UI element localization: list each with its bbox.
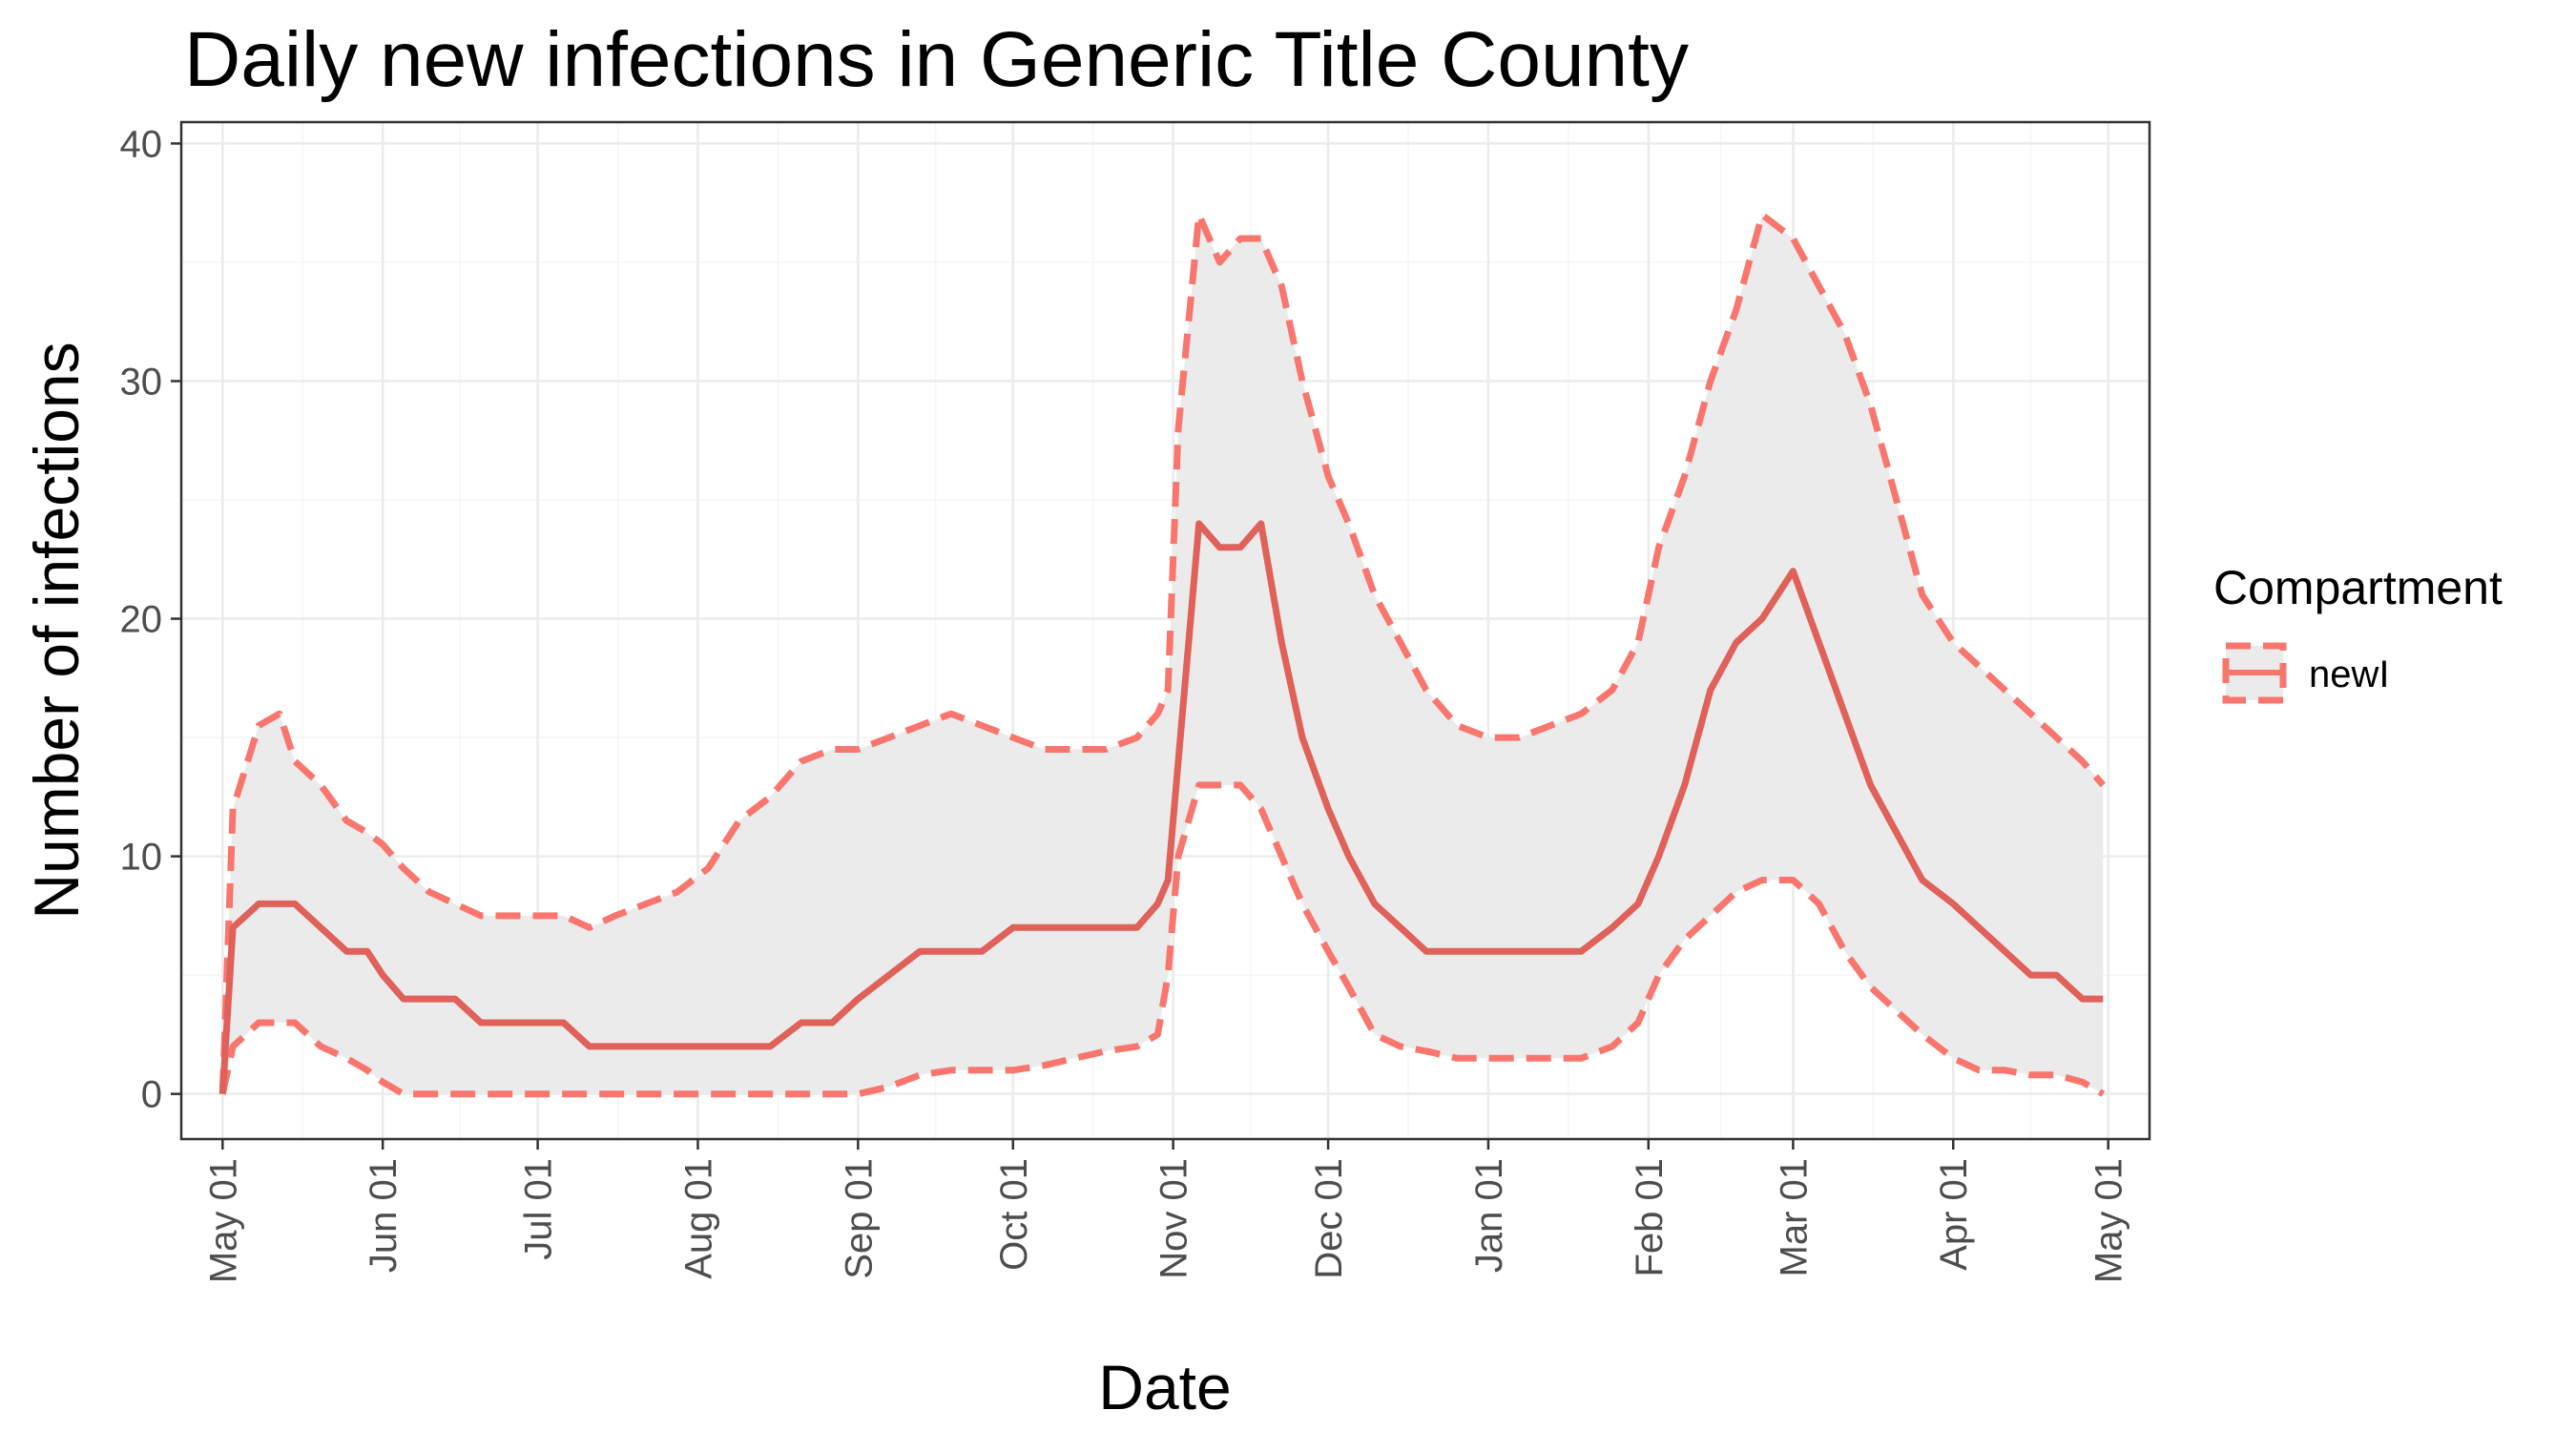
legend-title: Compartment — [2213, 561, 2503, 614]
x-tick-label: Jan 01 — [1468, 1158, 1510, 1273]
x-tick-label: May 01 — [202, 1158, 244, 1283]
tick-labels: May 01 Jun 01 Jul 01 Aug 01 Sep 01 Oct 01 Nov … — [120, 123, 2130, 1283]
legend: Compartment newI — [2213, 561, 2503, 704]
x-tick-label: Oct 01 — [993, 1158, 1035, 1271]
y-tick-label: 0 — [141, 1074, 162, 1116]
panel-border — [179, 120, 2151, 1141]
series-upper-line-newI — [218, 211, 2106, 1094]
x-tick-label: Jul 01 — [518, 1158, 560, 1260]
x-tick-label: Nov 01 — [1153, 1158, 1195, 1279]
x-tick-label: Sep 01 — [838, 1158, 880, 1279]
y-tick-label: 10 — [120, 837, 163, 879]
x-tick-label: Mar 01 — [1773, 1158, 1815, 1277]
x-tick-label: Feb 01 — [1629, 1158, 1671, 1277]
ribbon-newI — [222, 215, 2104, 1094]
series-lower-line-newI — [218, 781, 2106, 1098]
x-tick-label: Dec 01 — [1308, 1158, 1350, 1279]
x-axis-title: Date — [1098, 1352, 1231, 1422]
x-tick-label: Apr 01 — [1933, 1158, 1975, 1271]
y-tick-label: 20 — [120, 599, 163, 641]
x-tick-label: Aug 01 — [677, 1158, 719, 1279]
series-median-line-newI — [218, 520, 2104, 1094]
y-tick-label: 40 — [120, 123, 163, 165]
x-tick-label: May 01 — [2088, 1158, 2130, 1283]
axis-ticks — [171, 142, 2109, 1150]
y-tick-label: 30 — [120, 361, 163, 403]
y-axis-title: Number of infections — [21, 342, 92, 919]
legend-label-newI: newI — [2309, 653, 2390, 695]
chart-title: Daily new infections in Generic Title Co… — [184, 16, 1689, 103]
plot-marks — [218, 211, 2106, 1098]
x-tick-label: Jun 01 — [363, 1158, 405, 1273]
